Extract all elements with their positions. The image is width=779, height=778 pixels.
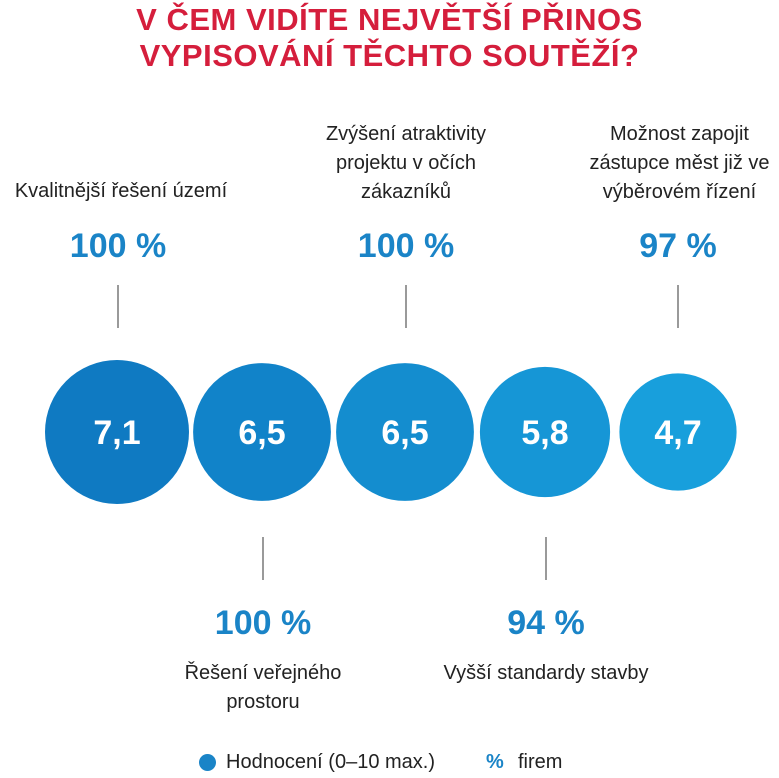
bubble-value-5: 4,7 (654, 414, 701, 452)
item-label-5: Možnost zapojit zástupce měst již ve výb… (562, 120, 779, 207)
item-label-5-line-3: výběrovém řízení (602, 181, 757, 203)
legend-rating-swatch (199, 754, 216, 771)
item-label-3-line-1: Zvýšení atraktivity (325, 123, 487, 145)
bubble-5 (619, 373, 737, 491)
legend-percent-symbol: % (486, 751, 504, 773)
item-tick-2 (262, 537, 264, 580)
chart-title: V ČEM VIDÍTE NEJVĚTŠÍ PŘINOS VYPISOVÁNÍ … (0, 2, 779, 74)
item-label-4: Vyšší standardy stavby (421, 659, 671, 688)
bubble-value-4: 5,8 (521, 414, 568, 452)
bubble-value-3: 6,5 (381, 414, 428, 452)
bubble-2 (193, 363, 331, 501)
legend-rating-label: Hodnocení (0–10 max.) (226, 751, 436, 773)
item-tick-1 (117, 285, 119, 328)
bubble-value-1: 7,1 (93, 414, 140, 452)
item-percent-2: 100 % (214, 604, 312, 642)
bubble-3 (336, 363, 474, 501)
item-tick-3 (405, 285, 407, 328)
item-label-3-line-3: zákazníků (360, 181, 452, 203)
item-label-5-line-2: zástupce měst již ve (589, 152, 770, 174)
item-label-4-line-1: Vyšší standardy stavby (443, 662, 649, 684)
item-label-3-line-2: projektu v očích (335, 152, 477, 174)
item-percent-3: 100 % (357, 227, 455, 265)
item-label-1: Kvalitnější řešení území (3, 177, 239, 206)
legend-percent-label: firem (518, 751, 563, 773)
item-label-1-line-1: Kvalitnější řešení území (14, 180, 228, 202)
item-tick-5 (677, 285, 679, 328)
item-label-2-line-1: Řešení veřejného (184, 662, 342, 684)
item-label-5-line-1: Možnost zapojit (610, 123, 749, 145)
chart-title-line-1: V ČEM VIDÍTE NEJVĚTŠÍ PŘINOS (136, 2, 643, 37)
item-percent-1: 100 % (69, 227, 167, 265)
bubble-4 (479, 366, 611, 498)
legend: Hodnocení (0–10 max.) % firem (0, 746, 779, 776)
bubble-value-2: 6,5 (238, 414, 285, 452)
bubble-1 (45, 360, 189, 504)
item-tick-4 (545, 537, 547, 580)
item-percent-5: 97 % (639, 227, 717, 265)
item-label-3: Zvýšení atraktivity projektu v očích zák… (291, 120, 521, 207)
item-label-2: Řešení veřejného prostoru (148, 659, 378, 717)
item-percent-4: 94 % (507, 604, 585, 642)
item-label-2-line-2: prostoru (226, 691, 300, 713)
chart-title-line-2: VYPISOVÁNÍ TĚCHTO SOUTĚŽÍ? (139, 38, 640, 73)
